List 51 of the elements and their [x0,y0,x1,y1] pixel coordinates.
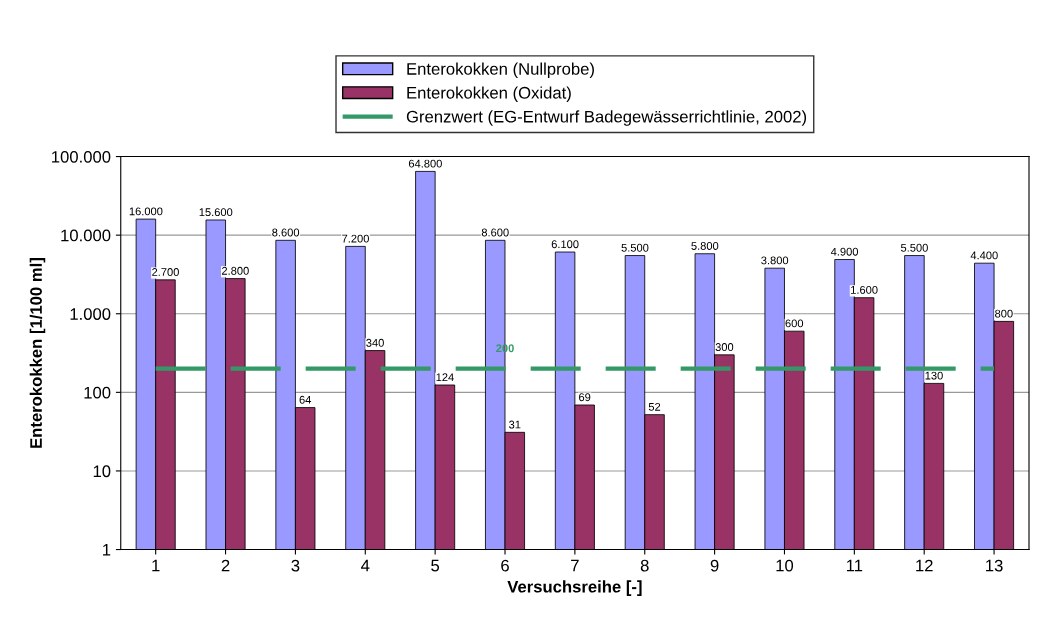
data-label: 5.500 [621,243,649,252]
y-tick-label: 10 [93,465,111,478]
data-label: 69 [579,393,591,402]
data-label: 340 [366,338,384,347]
data-label: 3.800 [761,256,789,265]
x-tick-label: 12 [916,559,933,572]
x-tick-label: 1 [152,559,160,572]
x-tick-label: 10 [776,559,794,572]
data-label: 64.800 [408,159,442,168]
data-label: 4.400 [970,251,998,260]
x-tick-label: 7 [571,559,579,572]
data-label: 800 [995,309,1013,318]
x-axis-title: Versuchsreihe [-] [507,580,642,596]
y-tick-label: 100.000 [52,150,111,163]
data-label: 124 [436,373,454,382]
y-axis-title: Enterokokken [1/100 ml] [29,258,46,448]
legend-label: Enterokokken (Nullprobe) [407,62,594,79]
data-label: 2.800 [221,266,249,275]
y-tick-label: 1 [103,544,111,556]
data-label: 52 [648,402,661,411]
x-tick-label: 2 [221,559,230,572]
data-label: 31 [509,420,521,429]
y-tick-label: 100 [84,386,111,399]
x-tick-label: 4 [361,559,370,572]
legend-label: Grenzwert (EG-Entwurf Badegewässerrichtlinie, 2002) [406,110,807,126]
y-tick-label: 10.000 [61,229,111,242]
data-label: 600 [785,319,804,328]
data-label: 8.600 [272,228,300,237]
data-label: 5.800 [691,242,719,250]
annotation: 200 [496,344,514,353]
data-label: 1.600 [851,285,878,294]
legend-label: Enterokokken (Oxidat) [407,86,571,102]
data-label: 130 [925,371,943,380]
data-label: 6.100 [551,240,579,249]
y-tick-label: 1.000 [70,308,111,320]
x-tick-label: 5 [431,559,440,572]
data-label: 4.900 [830,247,859,256]
x-tick-label: 9 [710,559,719,572]
data-label: 7.200 [342,234,369,243]
x-tick-label: 3 [291,559,300,572]
data-label: 5.500 [900,243,928,252]
data-label: 2.700 [152,268,179,276]
data-label: 16.000 [129,207,163,216]
x-tick-label: 11 [846,559,863,572]
data-label: 15.600 [199,208,233,217]
data-label: 300 [715,343,734,351]
x-tick-label: 13 [986,559,1003,572]
data-label: 64 [299,395,312,404]
x-tick-label: 8 [640,559,649,572]
x-tick-label: 6 [501,559,509,572]
data-label: 8.600 [481,228,509,237]
